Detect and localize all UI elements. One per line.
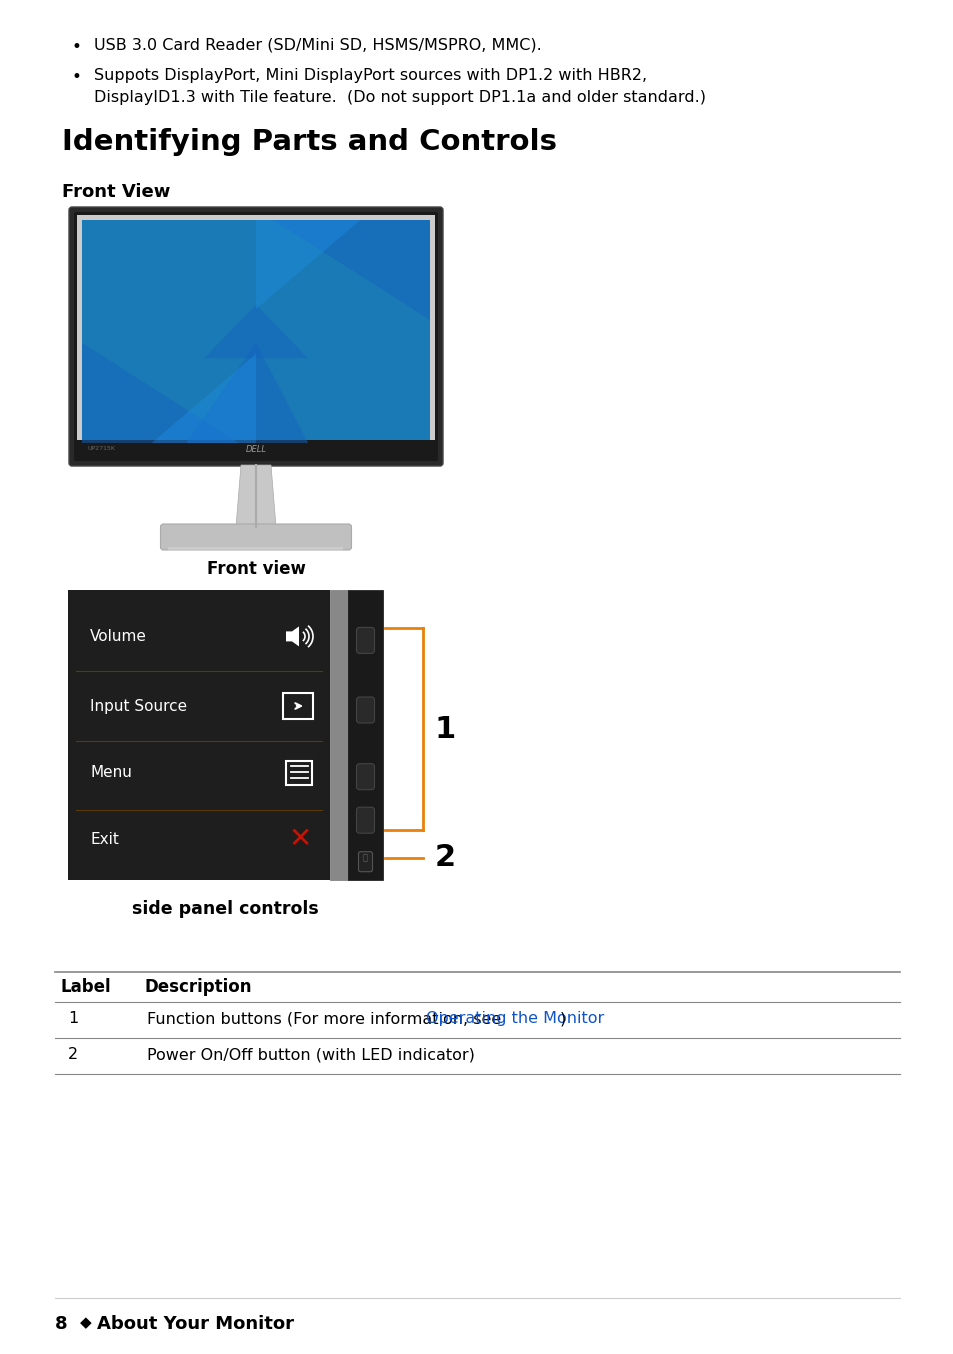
Text: Menu: Menu	[90, 765, 132, 780]
Text: Identifying Parts and Controls: Identifying Parts and Controls	[62, 129, 557, 156]
FancyBboxPatch shape	[356, 807, 375, 833]
FancyBboxPatch shape	[74, 213, 437, 460]
Text: Label: Label	[60, 978, 111, 997]
Bar	[68, 590, 330, 880]
Bar	[348, 590, 382, 880]
FancyBboxPatch shape	[356, 764, 375, 789]
Text: UP2715K: UP2715K	[87, 447, 115, 451]
Text: 8: 8	[55, 1315, 68, 1332]
Polygon shape	[255, 219, 360, 309]
Text: Exit: Exit	[90, 831, 119, 846]
Polygon shape	[274, 219, 430, 321]
Bar	[330, 590, 348, 880]
Text: •: •	[71, 68, 82, 87]
Text: Volume: Volume	[90, 628, 147, 645]
Text: Description: Description	[145, 978, 253, 997]
FancyBboxPatch shape	[356, 627, 375, 654]
FancyBboxPatch shape	[69, 207, 442, 466]
FancyBboxPatch shape	[356, 697, 375, 723]
Text: ✕: ✕	[288, 826, 312, 853]
Polygon shape	[204, 305, 308, 359]
Text: •: •	[71, 38, 82, 56]
FancyBboxPatch shape	[77, 215, 435, 458]
Text: 1: 1	[68, 1011, 78, 1026]
Text: Front View: Front View	[62, 183, 171, 200]
Text: DELL: DELL	[245, 444, 266, 454]
Text: USB 3.0 Card Reader (SD/Mini SD, HSMS/MSPRO, MMC).: USB 3.0 Card Reader (SD/Mini SD, HSMS/MS…	[94, 38, 541, 53]
Bar	[169, 547, 343, 551]
Text: 1: 1	[435, 715, 456, 743]
Text: Front view: Front view	[207, 561, 305, 578]
Text: Suppots DisplayPort, Mini DisplayPort sources with DP1.2 with HBR2,: Suppots DisplayPort, Mini DisplayPort so…	[94, 68, 646, 83]
Polygon shape	[186, 343, 308, 443]
Polygon shape	[286, 627, 298, 646]
Text: ⏻: ⏻	[363, 853, 368, 862]
Text: 2: 2	[435, 844, 456, 872]
Text: ): )	[559, 1011, 565, 1026]
Text: 2: 2	[68, 1047, 78, 1062]
Polygon shape	[235, 464, 275, 527]
Bar	[82, 219, 430, 443]
FancyBboxPatch shape	[160, 524, 351, 550]
Bar	[77, 440, 435, 458]
Text: About Your Monitor: About Your Monitor	[97, 1315, 294, 1332]
Text: ◆: ◆	[80, 1315, 91, 1330]
Text: side panel controls: side panel controls	[132, 900, 318, 918]
Text: Function buttons (For more information, see: Function buttons (For more information, …	[147, 1011, 506, 1026]
Polygon shape	[152, 353, 255, 443]
Text: Input Source: Input Source	[90, 699, 187, 714]
Text: Operating the Monitor: Operating the Monitor	[426, 1011, 604, 1026]
Polygon shape	[82, 343, 238, 443]
Text: Power On/Off button (with LED indicator): Power On/Off button (with LED indicator)	[147, 1047, 475, 1062]
FancyBboxPatch shape	[358, 852, 372, 872]
Text: DisplayID1.3 with Tile feature.  (Do not support DP1.1a and older standard.): DisplayID1.3 with Tile feature. (Do not …	[94, 89, 705, 106]
